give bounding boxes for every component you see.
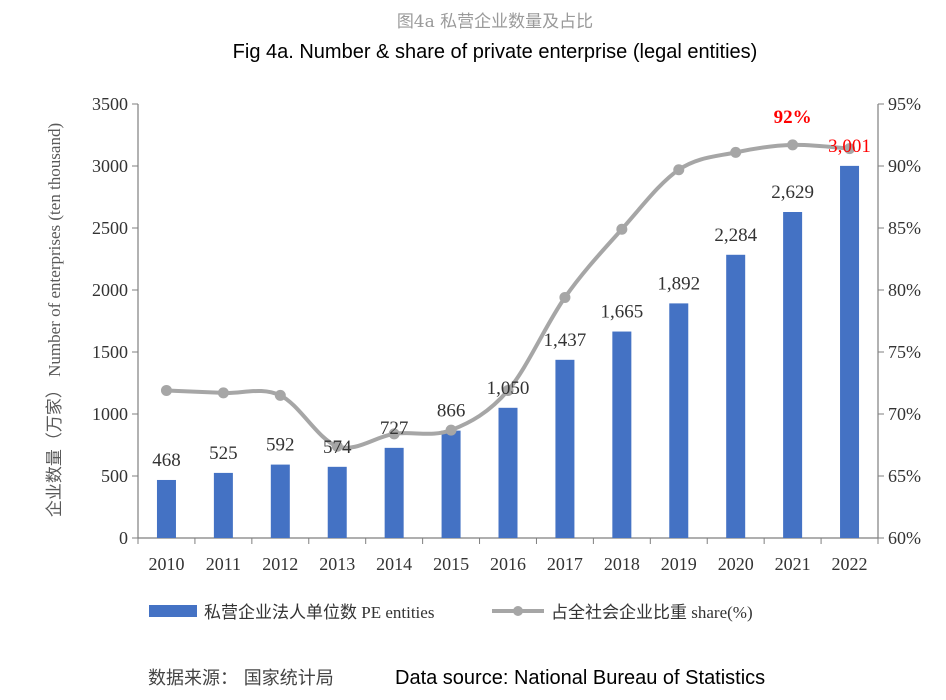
bar [783,212,803,538]
bar-value-label: 525 [209,443,238,464]
bar-value-label: 468 [152,450,181,471]
x-tick-label: 2018 [604,554,640,574]
source-note: Data source: National Bureau of Statisti… [395,667,765,689]
legend-label-bar: 私营企业法人单位数 PE entities [204,603,434,622]
bar [669,303,689,538]
bar [726,254,746,538]
share-line-series [160,139,856,452]
y-left-tick-label: 1000 [92,404,128,424]
bar-value-label: 3,001 [828,136,871,157]
y-right-tick-label: 75% [888,342,921,362]
bar-value-label: 574 [323,437,352,458]
source-note-chinese: 数据来源： 国家统计局 [148,668,334,689]
bar-value-label: 2,629 [771,182,814,203]
x-tick-label: 2011 [206,554,241,574]
x-tick-label: 2017 [547,554,583,574]
x-tick-label: 2013 [319,554,355,574]
x-tick-label: 2020 [718,554,754,574]
share-point [274,389,286,401]
bar-value-label: 1,437 [544,330,587,351]
y-left-tick-label: 2500 [92,218,128,238]
bar-value-label: 1,050 [487,378,530,399]
x-tick-label: 2022 [832,554,868,574]
y-left-tick-label: 500 [101,466,128,486]
share-point [445,424,457,436]
legend: 私营企业法人单位数 PE entities 占全社会企业比重 share(%) [149,603,753,622]
x-tick-label: 2021 [775,554,811,574]
x-tick-label: 2010 [148,554,184,574]
share-point [160,384,172,396]
y-right-tick-label: 65% [888,466,921,486]
bar-value-label: 2,284 [714,225,757,246]
share-point [844,143,856,155]
bar-value-label: 1,665 [600,302,643,323]
y-axis-left-title: 企业数量（万家） Number of enterprises (ten thou… [45,123,64,517]
y-right-tick-label: 85% [888,218,921,238]
legend-label-line: 占全社会企业比重 share(%) [551,603,753,622]
y-left-tick-label: 3000 [92,156,128,176]
y-left-tick-label: 1500 [92,342,128,362]
share-point [331,440,343,452]
share-annotation-label: 92% [774,107,812,128]
share-point [730,146,742,158]
bar [270,464,290,538]
y-right-tick-label: 80% [888,280,921,300]
bar-series [156,165,860,538]
share-point [217,387,229,399]
y-right-tick-label: 90% [888,156,921,176]
legend-swatch-bar [149,605,197,617]
bar [555,359,575,538]
share-point [673,164,685,176]
share-point [502,384,514,396]
bar-value-label: 592 [266,435,295,456]
bar [498,407,518,538]
bar-value-label: 866 [437,401,466,422]
chart-title: Fig 4a. Number & share of private enterp… [233,41,758,63]
share-point [559,291,571,303]
legend-swatch-marker [513,606,523,616]
chart-title-chinese: 图4a 私营企业数量及占比 [397,12,593,32]
share-point [787,139,799,151]
bar [156,479,176,538]
share-line [166,142,850,450]
bar-value-label: 1,892 [657,273,700,294]
y-left-tick-label: 3500 [92,94,128,114]
x-tick-label: 2014 [376,554,412,574]
share-point [616,223,628,235]
x-tick-label: 2012 [262,554,298,574]
y-left-tick-label: 0 [119,528,128,548]
axes: 0 500 1000 1500 2000 2500 3000 3500 60% 65% 70% 75%… [92,94,921,574]
bar-value-label: 727 [380,418,409,439]
bar [840,165,860,538]
y-right-tick-label: 70% [888,404,921,424]
bar [441,430,461,538]
x-tick-label: 2016 [490,554,526,574]
share-point [388,428,400,440]
data-labels: 468 525 592 574 727 866 1,050 1,437 1,665 1,892 2,… [152,107,871,471]
bar [384,447,404,538]
x-tick-label: 2015 [433,554,469,574]
bar [612,331,632,538]
y-right-tick-label: 95% [888,94,921,114]
bar [327,466,347,538]
y-left-tick-label: 2000 [92,280,128,300]
x-tick-label: 2019 [661,554,697,574]
y-right-tick-label: 60% [888,528,921,548]
bar [213,472,233,538]
